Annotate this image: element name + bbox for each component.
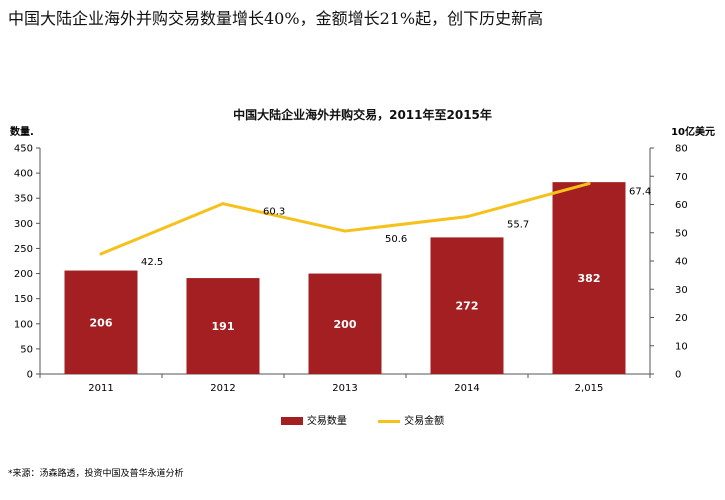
axes: 0 50 100 150 200 250 300 350 400 450 0 10 20 30 40 50 60… xyxy=(14,144,688,395)
bar-value-label: 382 xyxy=(578,272,601,285)
bar-value-label: 200 xyxy=(334,318,357,331)
legend-bar-swatch xyxy=(280,417,303,425)
line-point xyxy=(465,215,469,219)
bar-value-label: 191 xyxy=(212,320,235,333)
line-point xyxy=(99,252,103,256)
y-left-tick-label: 100 xyxy=(14,319,33,330)
y-right-tick-label: 0 xyxy=(675,370,681,381)
y-left-tick-label: 200 xyxy=(14,269,33,280)
bar-value-label: 206 xyxy=(90,316,113,329)
data-labels: 206 191 200 272 382 42.5 60.3 50.6 55.7 67.4 xyxy=(90,187,652,333)
line-point xyxy=(587,182,591,186)
bar xyxy=(64,270,138,374)
source-note: *来源：汤森路透，投资中国及普华永道分析 xyxy=(8,469,184,479)
y-axis-right-label: 10亿美元 xyxy=(671,127,715,138)
y-left-tick-label: 400 xyxy=(14,169,33,180)
legend-line-label: 交易金额 xyxy=(404,416,445,427)
legend: 交易数量 交易金额 xyxy=(0,412,725,427)
y-left-tick-label: 300 xyxy=(14,219,33,230)
y-left-tick-label: 150 xyxy=(14,294,33,305)
y-right-tick-label: 10 xyxy=(675,341,688,352)
bar xyxy=(552,182,626,374)
y-left-tick-label: 350 xyxy=(14,194,33,205)
bar xyxy=(430,237,504,374)
line-point xyxy=(343,229,347,233)
x-tick-label: 2013 xyxy=(332,383,357,394)
y-right-tick-label: 50 xyxy=(675,228,688,239)
y-right-tick-label: 30 xyxy=(675,285,688,296)
line-series xyxy=(99,182,591,256)
x-tick-label: 2012 xyxy=(210,383,235,394)
y-left-tick-label: 450 xyxy=(14,144,33,155)
y-left-tick-label: 50 xyxy=(20,344,33,355)
y-left-tick-label: 0 xyxy=(27,370,33,381)
bar xyxy=(308,273,382,374)
line-value-label: 50.6 xyxy=(385,234,407,245)
y-right-tick-label: 80 xyxy=(675,144,688,155)
y-right-tick-label: 60 xyxy=(675,200,688,211)
bar-value-label: 272 xyxy=(456,300,479,313)
y-right-tick-label: 70 xyxy=(675,172,688,183)
line-value-label: 55.7 xyxy=(507,220,529,231)
legend-bar-label: 交易数量 xyxy=(306,416,347,427)
legend-item-bar: 交易数量 xyxy=(280,412,347,427)
line-value-label: 42.5 xyxy=(141,257,163,268)
line-point xyxy=(221,202,225,206)
y-right-tick-label: 20 xyxy=(675,313,688,324)
chart-title: 中国大陆企业海外并购交易，2011年至2015年 xyxy=(233,108,492,122)
x-tick-label: 2011 xyxy=(88,383,113,394)
y-right-tick-label: 40 xyxy=(675,257,688,268)
line-value-label: 67.4 xyxy=(629,187,651,198)
y-axis-left-label: 数量. xyxy=(10,127,34,138)
bars xyxy=(64,182,626,374)
bar xyxy=(186,278,260,374)
x-tick-label: 2014 xyxy=(454,383,479,394)
x-tick-label: 2,015 xyxy=(575,383,604,394)
headline: 中国大陆企业海外并购交易数量增长40%，金额增长21%起，创下历史新高 xyxy=(8,9,544,28)
legend-line-swatch xyxy=(378,419,401,423)
y-left-tick-label: 250 xyxy=(14,244,33,255)
legend-item-line: 交易金额 xyxy=(378,412,444,427)
line-value-label: 60.3 xyxy=(263,207,285,218)
